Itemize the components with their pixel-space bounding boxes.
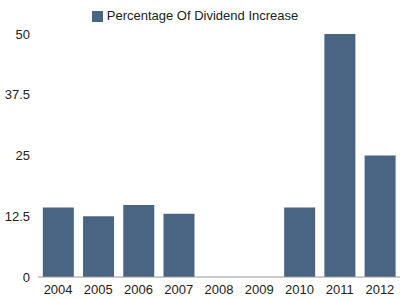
svg-text:12.5: 12.5 <box>8 209 30 224</box>
svg-text:2007: 2007 <box>164 282 193 297</box>
svg-text:2005: 2005 <box>84 282 113 297</box>
svg-text:2004: 2004 <box>44 282 73 297</box>
svg-text:25: 25 <box>16 148 30 163</box>
svg-text:0: 0 <box>23 270 30 285</box>
svg-text:2011: 2011 <box>326 282 354 297</box>
svg-text:50: 50 <box>16 27 30 42</box>
html-text:Percentage Of Dividend Increas: Percentage Of Dividend Increase <box>106 8 299 23</box>
svg-text:2008: 2008 <box>205 282 234 297</box>
svg-text:2010: 2010 <box>285 282 314 297</box>
svg-text:37.5: 37.5 <box>8 87 30 102</box>
svg-text:2006: 2006 <box>124 282 153 297</box>
svg-text:2009: 2009 <box>245 282 274 297</box>
svg-text:2012: 2012 <box>365 282 394 297</box>
